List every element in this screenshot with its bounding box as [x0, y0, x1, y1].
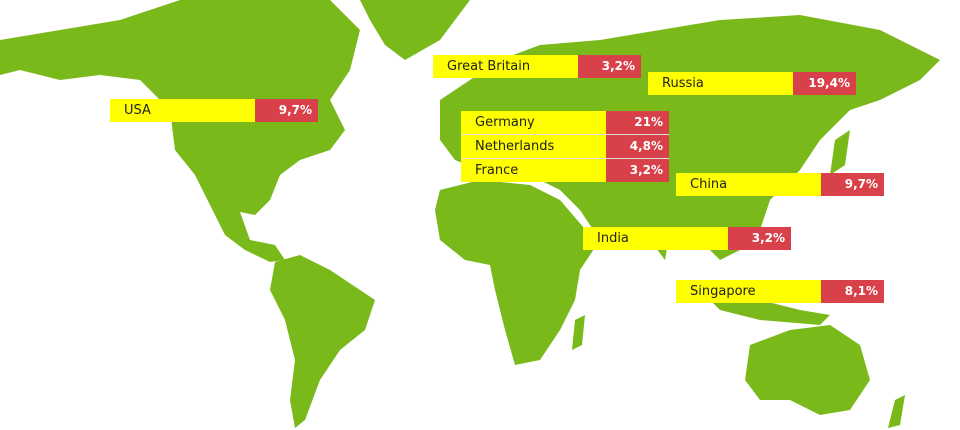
label-group-europe: Germany 21% Netherlands 4,8% France 3,2%	[461, 111, 669, 182]
country-name: France	[461, 159, 606, 182]
south-america	[270, 255, 375, 428]
madagascar	[572, 315, 585, 350]
label-usa: USA 9,7%	[110, 99, 318, 122]
africa	[435, 180, 600, 365]
label-india: India 3,2%	[583, 227, 791, 250]
new-zealand	[888, 395, 905, 428]
country-value: 3,2%	[578, 55, 641, 78]
country-value: 8,1%	[821, 280, 884, 303]
country-value: 19,4%	[793, 72, 856, 95]
country-name: USA	[110, 99, 255, 122]
greenland	[360, 0, 470, 60]
country-value: 3,2%	[606, 159, 669, 182]
country-name: Netherlands	[461, 135, 606, 158]
country-value: 9,7%	[821, 173, 884, 196]
australia	[745, 325, 870, 415]
label-singapore: Singapore 8,1%	[676, 280, 884, 303]
country-name: Singapore	[676, 280, 821, 303]
country-name: Russia	[648, 72, 793, 95]
label-china: China 9,7%	[676, 173, 884, 196]
country-name: India	[583, 227, 728, 250]
north-america	[0, 0, 360, 262]
label-russia: Russia 19,4%	[648, 72, 856, 95]
country-value: 9,7%	[255, 99, 318, 122]
country-value: 3,2%	[728, 227, 791, 250]
label-france: France 3,2%	[461, 158, 669, 182]
label-germany: Germany 21%	[461, 111, 669, 134]
label-netherlands: Netherlands 4,8%	[461, 134, 669, 158]
japan	[830, 130, 850, 175]
label-great-britain: Great Britain 3,2%	[433, 55, 641, 78]
country-value: 4,8%	[606, 135, 669, 158]
country-value: 21%	[606, 111, 669, 134]
country-name: Germany	[461, 111, 606, 134]
country-name: China	[676, 173, 821, 196]
country-name: Great Britain	[433, 55, 578, 78]
